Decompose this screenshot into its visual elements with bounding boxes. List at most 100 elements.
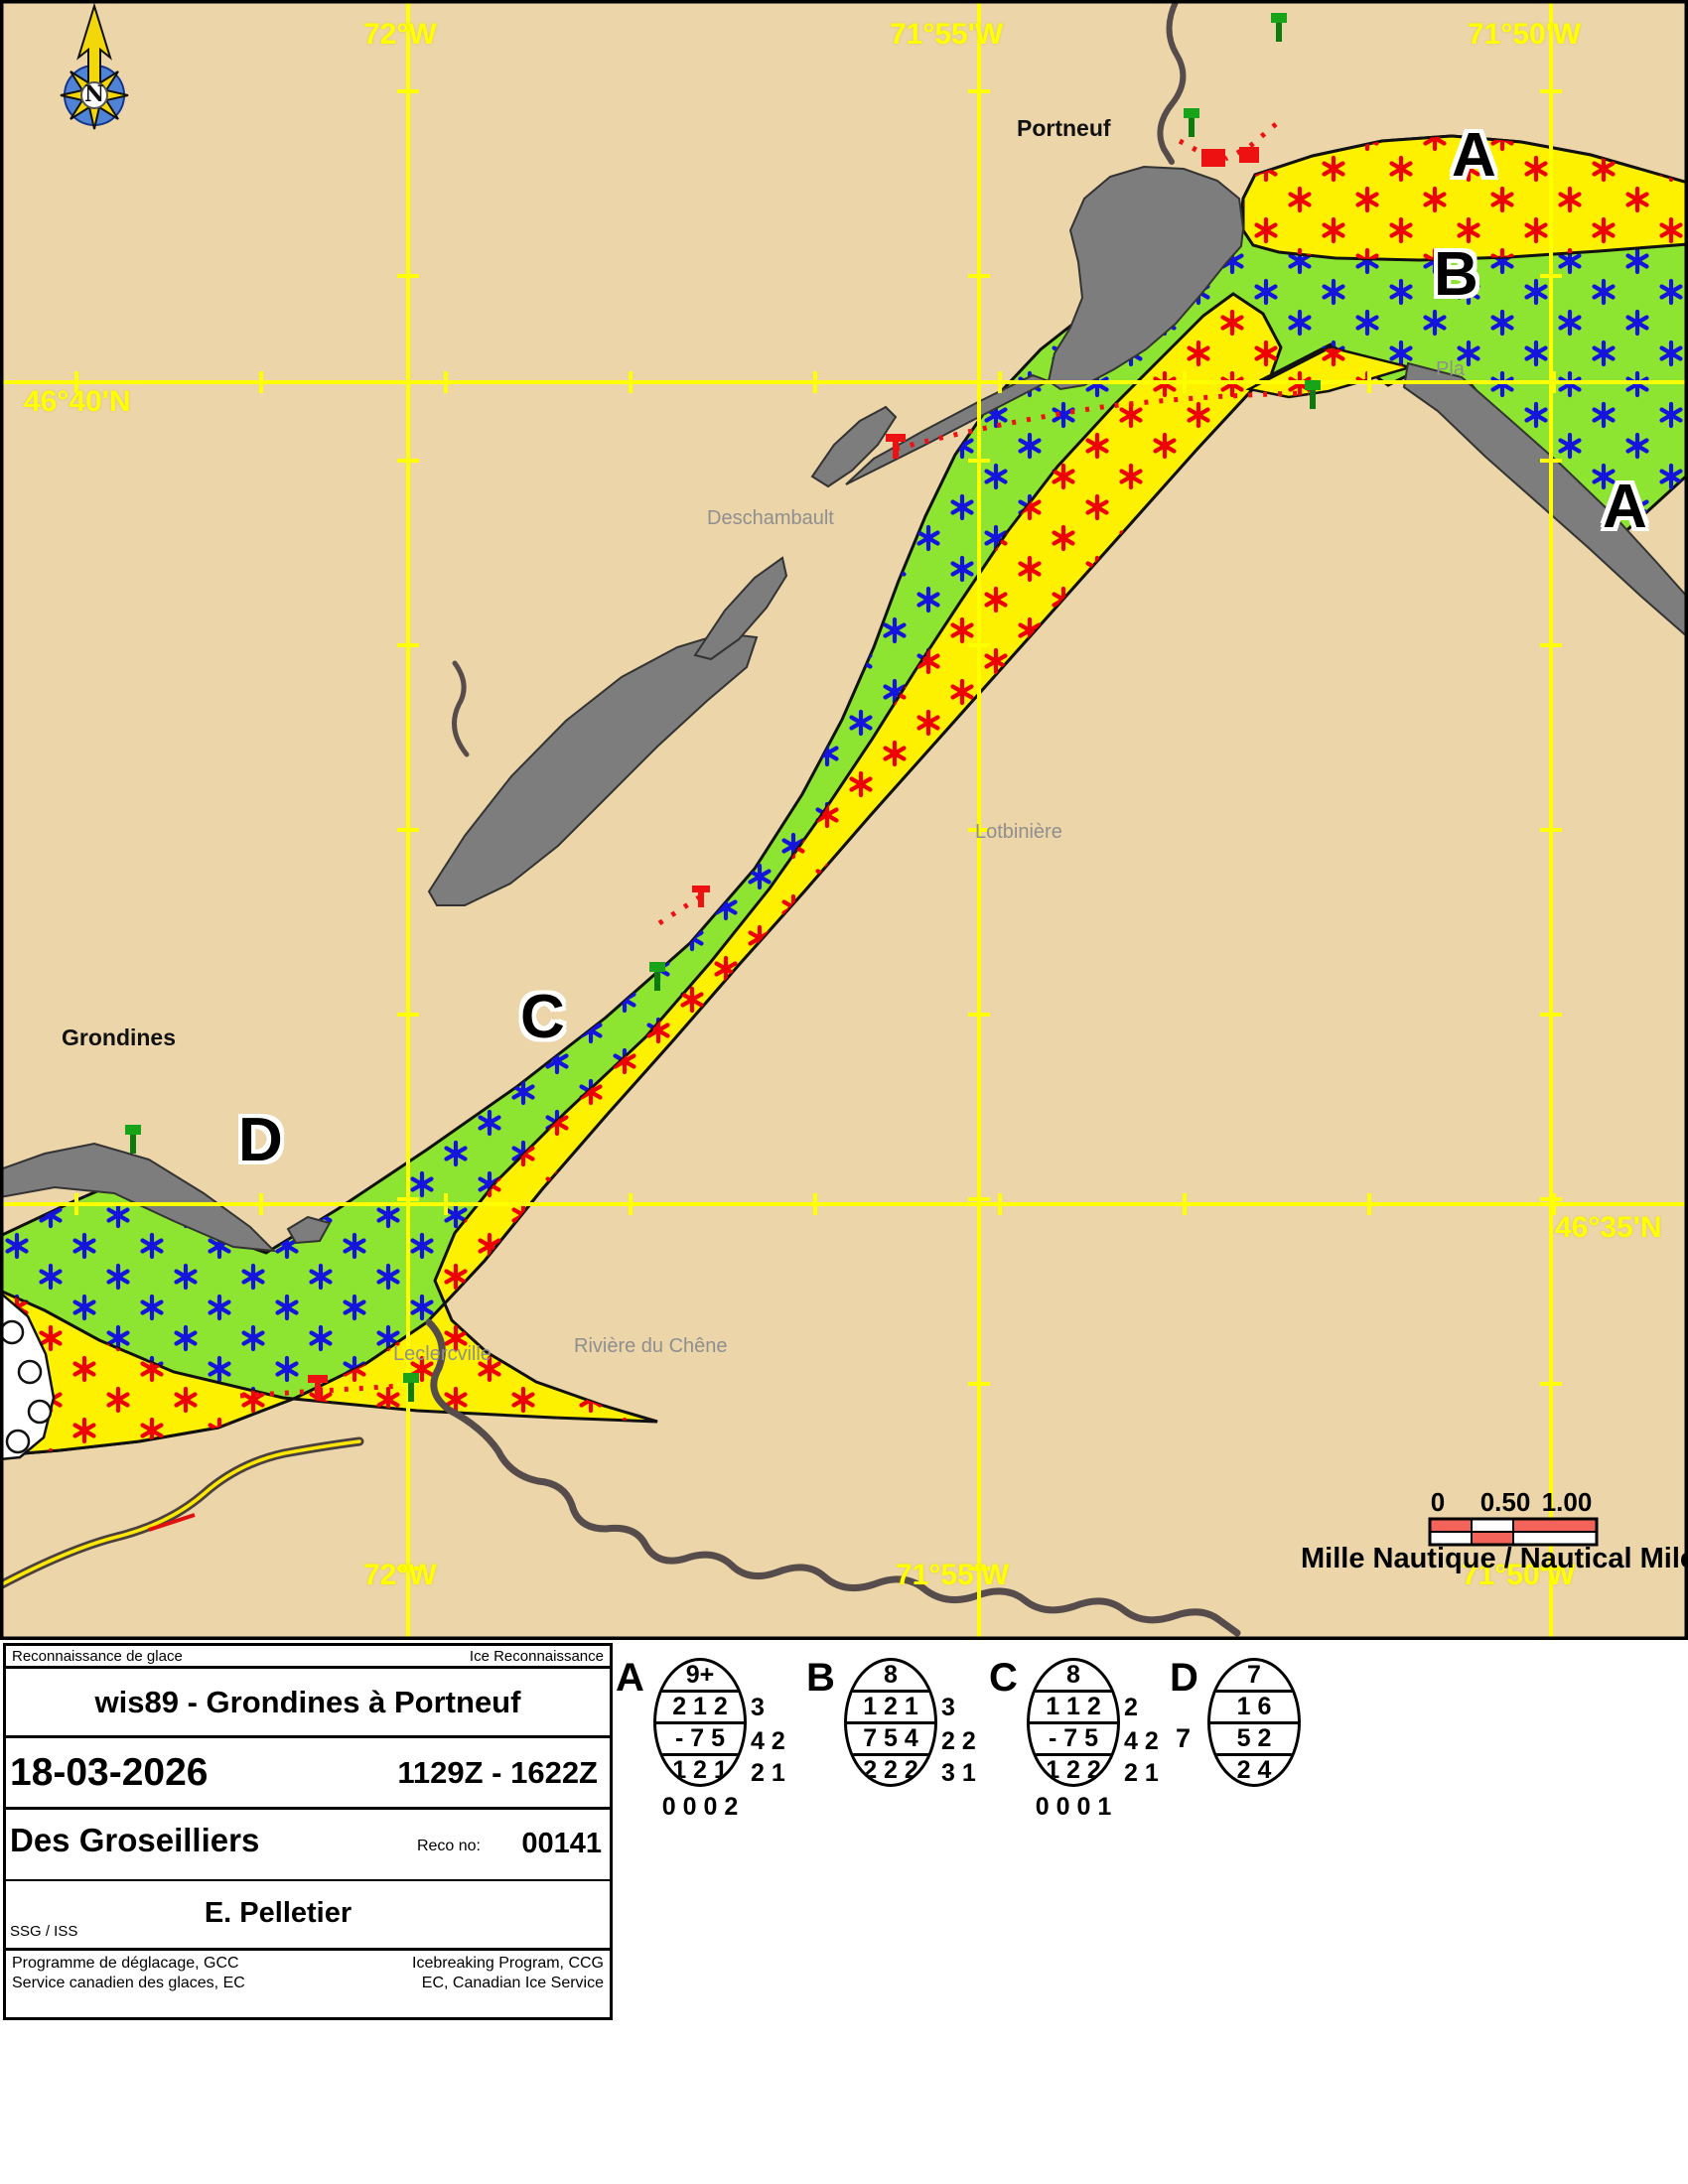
portneuf-harbour-shore	[1047, 165, 1245, 391]
egg-oval: 8 1 1 2 - 7 5 1 2 2	[1027, 1658, 1120, 1787]
compass-north-label: N	[83, 81, 105, 107]
footer-service-en: EC, Canadian Ice Service	[421, 1975, 604, 1991]
egg-right-row2: 3	[751, 1694, 765, 1721]
egg-floe-sizes: 2 2 2	[863, 1756, 918, 1784]
report-time-range: 1129Z - 1622Z	[397, 1754, 598, 1790]
road-red-segment	[148, 1513, 196, 1532]
riviere-du-chene-stream	[425, 1318, 1241, 1637]
place-platon-fragment: Pla	[1436, 358, 1465, 380]
report-info-table: Reconnaissance de glace Ice Reconnaissan…	[3, 1643, 613, 2020]
egg-zone-letter: A	[616, 1656, 644, 1700]
egg-right-row4: 2 1	[1124, 1759, 1159, 1787]
report-date: 18-03-2026	[10, 1750, 209, 1794]
footer-program-en: Icebreaking Program, CCG	[412, 1955, 604, 1972]
egg-right-row3: 4 2	[1124, 1727, 1159, 1755]
egg-floe-sizes: 1 2 2	[1046, 1756, 1101, 1784]
scale-bar	[1428, 1517, 1599, 1547]
scale-tick-0: 0	[1430, 1487, 1446, 1517]
egg-left-value: 7	[1176, 1723, 1192, 1753]
grid-label-7150w-top: 71°50'W	[1468, 18, 1582, 51]
egg-stages: 7 5 4	[847, 1724, 934, 1756]
ship-name: Des Groseilliers	[10, 1822, 260, 1858]
egg-zone-letter: B	[806, 1656, 835, 1700]
grid-label-7150w-bottom: 71°50'W	[1462, 1559, 1576, 1591]
egg-floe-sizes: 1 2 1	[672, 1756, 728, 1784]
footer-program-fr: Programme de déglacage, GCC	[12, 1955, 239, 1972]
egg-stages: 5 2	[1210, 1724, 1298, 1756]
egg-right-row4: 3 1	[941, 1759, 976, 1787]
scale-caption: Mille Nautique / Nautical Mile	[1301, 1543, 1688, 1574]
egg-stages: - 7 5	[656, 1724, 744, 1756]
egg-partial-concentrations: 1 6	[1210, 1693, 1298, 1724]
egg-partial-concentrations: 1 1 2	[1030, 1693, 1117, 1724]
header-label-fr: Reconnaissance de glace	[12, 1647, 183, 1665]
egg-concentration: 8	[1030, 1661, 1117, 1693]
place-portneuf: Portneuf	[1017, 115, 1111, 141]
zone-label-b: B	[1434, 240, 1478, 309]
zone-label-a-top: A	[1452, 121, 1496, 190]
egg-stages: - 7 5	[1030, 1724, 1117, 1756]
observer-name: E. Pelletier	[204, 1897, 352, 1929]
grid-label-7155w-top: 71°55'W	[890, 18, 1004, 51]
header-label-en: Ice Reconnaissance	[469, 1647, 604, 1665]
grid-label-72w-bottom: 72°W	[363, 1559, 437, 1591]
small-stream	[452, 660, 470, 757]
egg-floe-sizes: 2 4	[1236, 1756, 1272, 1784]
report-title: wis89 - Grondines à Portneuf	[94, 1684, 521, 1719]
place-riviere-du-chene: Rivière du Chêne	[574, 1335, 728, 1357]
grid-label-4635n: 46°35'N	[1555, 1211, 1662, 1244]
egg-zone-letter: C	[989, 1656, 1018, 1700]
zone-label-a-right: A	[1603, 473, 1647, 541]
egg-trace-row: 0 0 0 2	[661, 1793, 739, 1821]
map-area: N 72°W 71°55'W 71°50'W 72°W 71°55'W 71°5…	[0, 0, 1688, 1640]
ssg-iss-label: SSG / ISS	[10, 1923, 78, 1940]
egg-code-d: D 7 7 1 6 5 2 2 4	[1170, 1652, 1353, 1836]
egg-oval: 9+ 2 1 2 - 7 5 1 2 1	[653, 1658, 747, 1787]
grid-label-7155w-bottom: 71°55'W	[896, 1559, 1010, 1591]
shore-rock-islet	[286, 1215, 332, 1245]
portneuf-stream	[1157, 0, 1187, 165]
egg-code-c: C 8 1 1 2 - 7 5 1 2 2 2 4 2 2 1 0 0 0 1	[989, 1652, 1173, 1836]
egg-right-row3: 4 2	[751, 1727, 785, 1755]
map-canvas	[0, 0, 1688, 1640]
egg-oval: 8 1 2 1 7 5 4 2 2 2	[844, 1658, 937, 1787]
red-star-pattern-c	[0, 294, 1281, 1455]
reco-number-value: 00141	[521, 1828, 602, 1859]
red-dotted-tracks	[239, 122, 1310, 1399]
zone-label-c: C	[520, 983, 565, 1051]
scale-tick-050: 0.50	[1479, 1487, 1531, 1517]
place-lotbiniere: Lotbinière	[975, 821, 1062, 843]
place-deschambault: Deschambault	[707, 507, 834, 529]
red-markers	[308, 147, 1259, 1400]
map-border	[0, 0, 1688, 1640]
brash-ice-circles	[0, 1319, 53, 1454]
egg-right-row2: 2	[1124, 1694, 1138, 1721]
grondines-shore-rocks	[0, 1142, 277, 1253]
zone-label-d: D	[238, 1106, 283, 1174]
egg-code-a: A 9+ 2 1 2 - 7 5 1 2 1 3 4 2 2 1 0 0 0 2	[616, 1652, 799, 1836]
egg-code-b: B 8 1 2 1 7 5 4 2 2 2 3 2 2 3 1	[806, 1652, 990, 1836]
red-star-pattern-a	[1243, 136, 1688, 260]
grid-label-72w-top: 72°W	[363, 18, 437, 51]
egg-concentration: 7	[1210, 1661, 1298, 1693]
egg-right-row2: 3	[941, 1694, 955, 1721]
footer-service-fr: Service canadien des glaces, EC	[12, 1975, 245, 1991]
egg-trace-row: 0 0 0 1	[1035, 1793, 1112, 1821]
green-buoy-markers	[125, 13, 1321, 1402]
egg-partial-concentrations: 2 1 2	[656, 1693, 744, 1724]
compass-rose-icon	[60, 2, 129, 130]
egg-right-row3: 2 2	[941, 1727, 976, 1755]
egg-concentration: 8	[847, 1661, 934, 1693]
red-star-pattern-sliver	[1249, 347, 1410, 397]
reco-number-label: Reco no:	[416, 1838, 481, 1854]
grid-label-4640n: 46°40'N	[24, 385, 131, 418]
grondines-shoal	[427, 631, 759, 906]
place-leclercville: Leclercville	[393, 1343, 492, 1365]
platon-shore-band	[1402, 361, 1688, 639]
coastal-road-core	[0, 1439, 361, 1587]
egg-concentration: 9+	[656, 1661, 744, 1693]
egg-right-row4: 2 1	[751, 1759, 785, 1787]
egg-oval: 7 1 6 5 2 2 4	[1207, 1658, 1301, 1787]
deschambault-shoal	[693, 556, 788, 661]
